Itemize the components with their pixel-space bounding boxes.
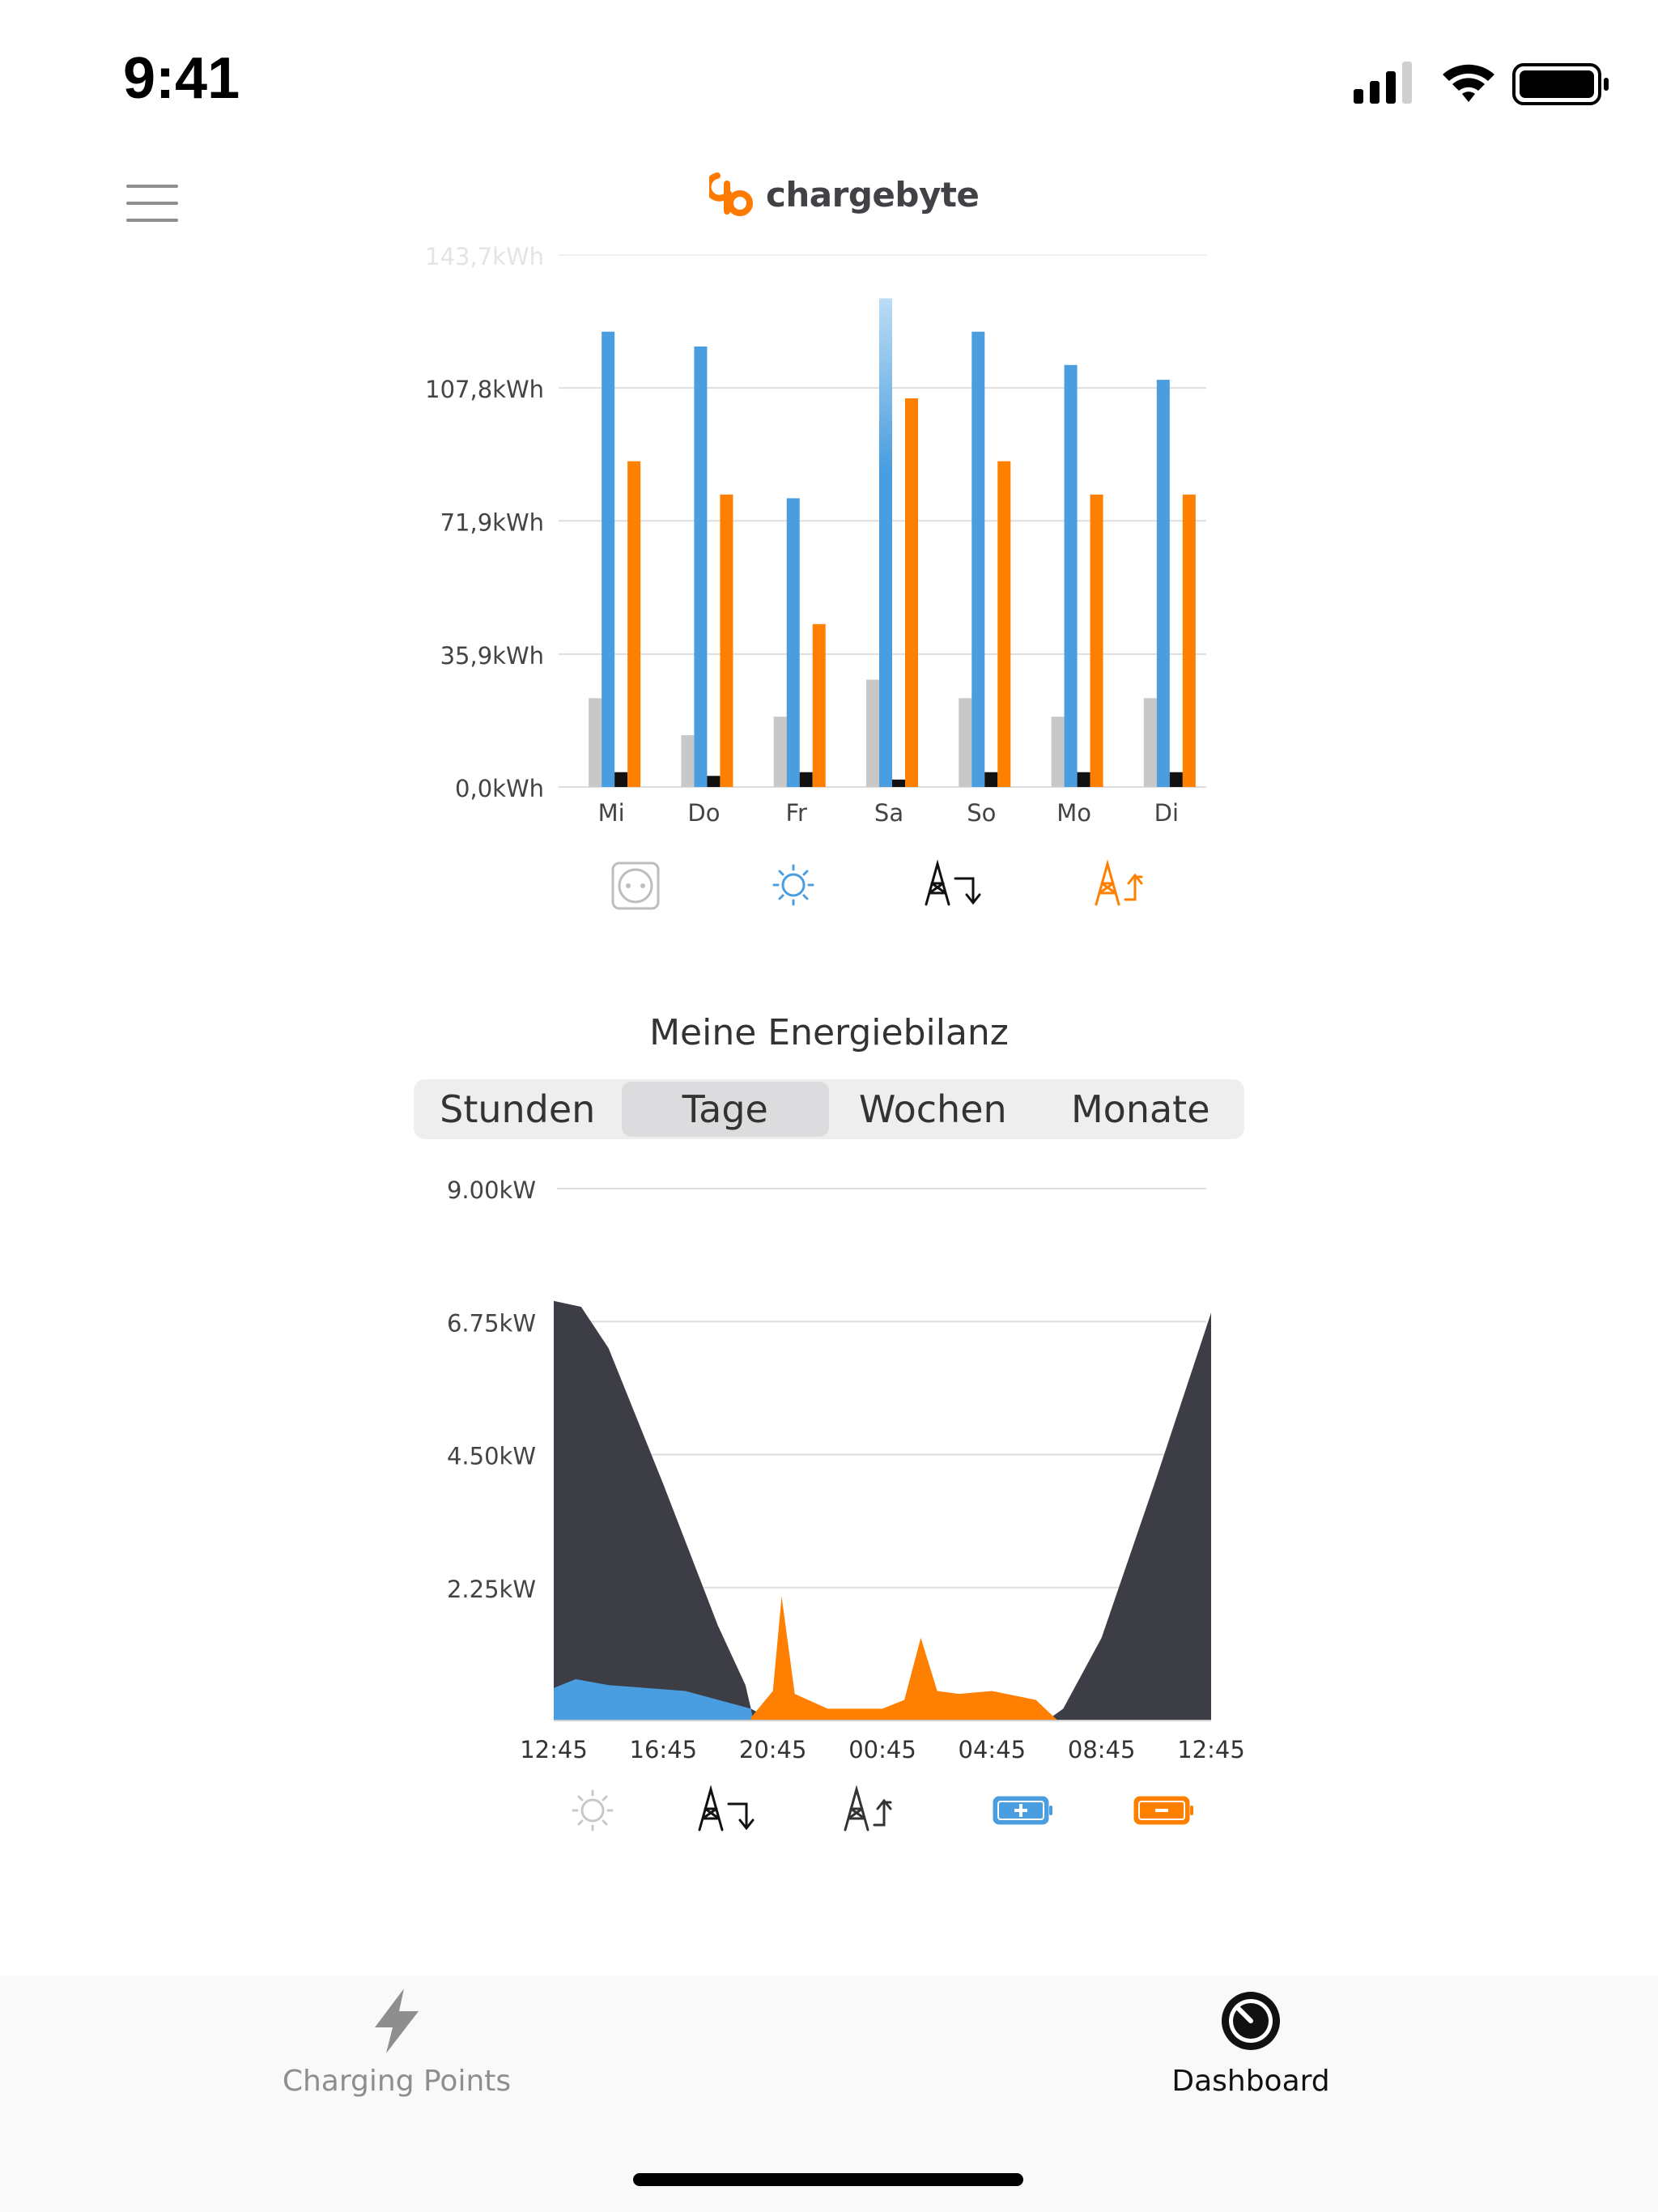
y-tick-label: 6.75kW (447, 1309, 536, 1337)
y-tick-label: 107,8kWh (425, 376, 544, 403)
tab-charging-points-label: Charging Points (282, 2065, 512, 2098)
wifi-icon (1443, 64, 1494, 102)
x-tick-label: 16:45 (630, 1736, 698, 1763)
x-tick-label: 04:45 (959, 1736, 1027, 1763)
bar[interactable] (627, 461, 641, 787)
bar[interactable] (694, 346, 708, 787)
power-area-chart: 9.00kW 6.75kW 4.50kW 2.25kW 12:45 16:45 20:45 0… (447, 1176, 1245, 1763)
bar[interactable] (866, 679, 879, 787)
bar[interactable] (812, 623, 826, 787)
grid-import-icon[interactable] (925, 859, 981, 906)
status-time: 9:41 (123, 46, 240, 111)
bar[interactable] (614, 772, 628, 787)
x-tick-label: 12:45 (520, 1736, 588, 1763)
daily-energy-bar-chart: 143,7kWh 107,8kWh 71,9kWh 35,9kWh 0,0kWh Mi Do… (425, 243, 1206, 827)
bar[interactable] (984, 772, 998, 787)
bar[interactable] (773, 717, 787, 787)
bar[interactable] (971, 331, 985, 787)
battery-charge-icon[interactable] (993, 1796, 1052, 1825)
outlet-icon[interactable] (611, 861, 660, 910)
bar[interactable] (1051, 717, 1065, 787)
sun-icon[interactable] (572, 1789, 614, 1831)
bar[interactable] (602, 331, 615, 787)
bar[interactable] (681, 734, 695, 787)
section-title: Meine Energiebilanz (649, 1012, 1009, 1053)
bar[interactable] (959, 698, 972, 787)
x-tick-label: Di (1154, 799, 1179, 827)
home-indicator (633, 2173, 1023, 2186)
bar[interactable] (799, 772, 813, 787)
segment-stunden[interactable]: Stunden (440, 1087, 596, 1131)
bar[interactable] (1169, 772, 1183, 787)
period-segmented-control[interactable]: Stunden Tage Wochen Monate (414, 1079, 1244, 1139)
bar[interactable] (1143, 698, 1157, 787)
x-tick-label: Mo (1056, 799, 1091, 827)
segment-tage[interactable]: Tage (621, 1082, 829, 1137)
daily-chart-legend (611, 859, 1143, 910)
y-tick-label: 71,9kWh (440, 508, 544, 536)
bar[interactable] (879, 298, 892, 787)
bar[interactable] (1077, 772, 1090, 787)
tab-dashboard-label: Dashboard (1171, 2065, 1330, 2098)
status-icons (1352, 55, 1611, 112)
bar[interactable] (786, 498, 800, 787)
x-tick-label: Fr (785, 799, 807, 827)
bar[interactable] (1064, 364, 1078, 787)
lightning-bolt-icon (375, 1989, 419, 2053)
bar[interactable] (707, 776, 721, 787)
bar[interactable] (905, 398, 918, 787)
bar[interactable] (997, 461, 1011, 787)
y-tick-label: 0,0kWh (455, 775, 544, 802)
bar[interactable] (720, 494, 733, 787)
grid-export-icon[interactable] (1095, 859, 1143, 906)
grid-import-icon[interactable] (698, 1784, 755, 1831)
segment-wochen[interactable]: Wochen (858, 1087, 1007, 1131)
bar[interactable] (1156, 380, 1170, 787)
tab-charging-points[interactable]: Charging Points (275, 1987, 518, 2098)
y-tick-label: 35,9kWh (440, 642, 544, 670)
x-tick-label: So (967, 799, 996, 827)
sun-icon[interactable] (772, 864, 814, 906)
bar[interactable] (1090, 494, 1103, 787)
brand-name: chargebyte (766, 174, 980, 215)
area-consumption[interactable] (554, 1300, 1211, 1721)
area-grid[interactable] (750, 1596, 1058, 1721)
bar[interactable] (589, 698, 602, 787)
hamburger-menu-icon[interactable] (126, 185, 178, 225)
segment-monate[interactable]: Monate (1070, 1087, 1210, 1131)
power-chart-legend (572, 1784, 1193, 1831)
battery-discharge-icon[interactable] (1133, 1796, 1193, 1825)
x-tick-label: 08:45 (1068, 1736, 1136, 1763)
chargebyte-logo-icon (709, 172, 753, 216)
cellular-signal-icon (1354, 62, 1412, 104)
tab-bar (0, 1976, 1658, 2212)
x-tick-label: Mi (598, 799, 625, 827)
area-solar[interactable] (554, 1678, 754, 1721)
brand-logo: chargebyte (709, 168, 980, 220)
y-tick-label: 9.00kW (447, 1176, 536, 1204)
tab-dashboard[interactable]: Dashboard (1129, 1987, 1372, 2098)
grid-export-icon[interactable] (844, 1784, 892, 1831)
y-tick-label: 143,7kWh (425, 243, 544, 270)
speedometer-icon (1222, 1992, 1280, 2050)
y-tick-label: 2.25kW (447, 1576, 536, 1603)
x-tick-label: 20:45 (739, 1736, 807, 1763)
x-tick-label: Do (687, 799, 720, 827)
y-tick-label: 4.50kW (447, 1443, 536, 1470)
x-tick-label: 00:45 (848, 1736, 916, 1763)
bar[interactable] (892, 779, 905, 787)
battery-icon (1512, 63, 1609, 105)
x-tick-label: 12:45 (1177, 1736, 1245, 1763)
x-tick-label: Sa (874, 799, 903, 827)
bar[interactable] (1182, 494, 1196, 787)
